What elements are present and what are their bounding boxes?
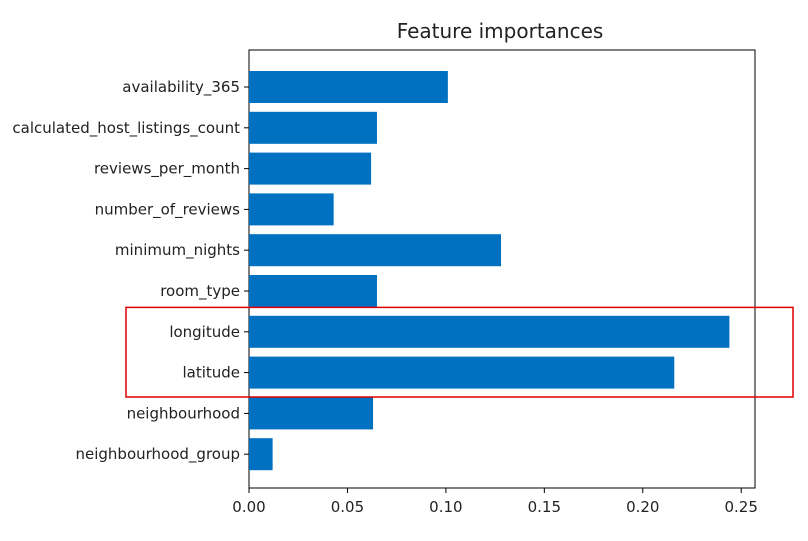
plot-area-frame <box>248 49 756 489</box>
bar-latitude <box>249 356 675 389</box>
x-tick-label: 0.15 <box>528 498 561 516</box>
bar-number-of-reviews <box>249 193 334 226</box>
bar-room-type <box>249 275 377 307</box>
x-tick-label: 0.10 <box>429 498 462 516</box>
x-axis-ticks-group: 0.00 0.05 0.10 0.15 0.20 0.25 <box>232 488 758 516</box>
y-tick-label: reviews_per_month <box>94 160 240 179</box>
bar-longitude <box>249 315 730 348</box>
y-tick-label: latitude <box>182 364 240 382</box>
y-tick-label: neighbourhood_group <box>76 445 241 464</box>
y-tick-label: room_type <box>160 282 240 301</box>
bar-reviews-per-month <box>249 152 372 185</box>
y-tick-label: longitude <box>169 323 240 341</box>
bar-neighbourhood <box>249 397 374 430</box>
highlight-box <box>125 306 794 398</box>
bar-calculated-host-listings-count <box>249 111 377 144</box>
x-tick-label: 0.00 <box>232 498 265 516</box>
x-tick-label: 0.25 <box>725 498 758 516</box>
y-tick-label: minimum_nights <box>115 241 240 260</box>
bars-group <box>249 71 730 471</box>
bar-minimum-nights <box>249 234 502 267</box>
chart-title: Feature importances <box>397 19 604 43</box>
bar-neighbourhood-group <box>249 438 273 471</box>
y-tick-label: availability_365 <box>122 78 240 97</box>
y-tick-label: calculated_host_listings_count <box>12 119 240 138</box>
x-tick-label: 0.20 <box>626 498 659 516</box>
bar-availability-365 <box>249 71 448 103</box>
category-labels-group: availability_365 calculated_host_listings… <box>12 78 249 464</box>
y-tick-label: number_of_reviews <box>95 200 241 219</box>
y-tick-label: neighbourhood <box>127 404 240 422</box>
x-tick-label: 0.05 <box>331 498 364 516</box>
